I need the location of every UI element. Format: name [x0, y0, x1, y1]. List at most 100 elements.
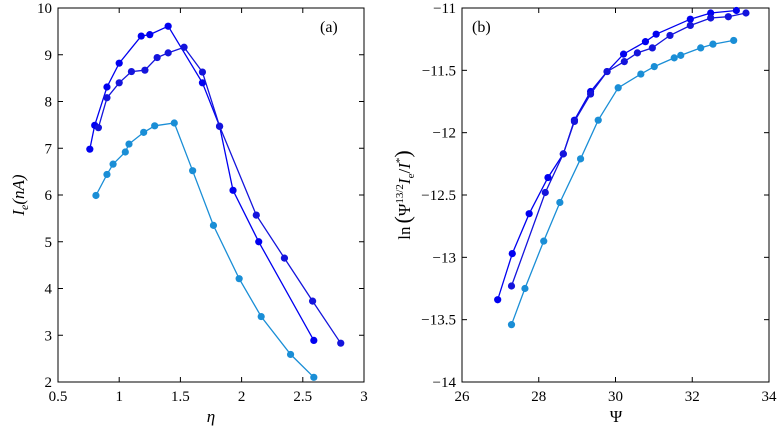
ylabel-psi: Ψ — [395, 203, 414, 216]
panel-b-series2-point — [666, 31, 674, 40]
panel-b-series2-point — [686, 21, 694, 30]
panel-a-label: (a) — [320, 19, 338, 36]
ylabel-main: I — [9, 209, 28, 217]
panel-a-ytick-label: 5 — [45, 235, 53, 251]
panel-b-label: (b) — [472, 19, 491, 36]
panel-b-series2-point — [648, 44, 656, 52]
panel-a-ytick-label: 4 — [45, 282, 53, 298]
panel-b-series2-point — [570, 117, 579, 126]
panel-b-series1-point — [508, 249, 516, 258]
panel-a-ytick-label: 7 — [45, 141, 53, 157]
panel-b-series1-point — [494, 296, 502, 304]
panel-b-series2-point — [507, 282, 516, 290]
panel-a-series2-point — [337, 339, 345, 347]
panel-a-series2-point — [94, 124, 102, 132]
panel-b-series3-point — [730, 36, 738, 45]
panel-b-series1-point — [544, 173, 552, 182]
ylabel-sub: e — [17, 204, 31, 210]
panel-a-ylabel: Ie(nA) — [9, 174, 31, 217]
panel-a-series1-line — [89, 25, 315, 341]
panel-b-series3-point — [709, 40, 717, 48]
panel-b-series2-point — [724, 13, 732, 21]
panel-a-series2-point — [215, 122, 224, 130]
panel-a-series1-point — [115, 59, 123, 67]
panel-a-series2-point — [308, 297, 317, 305]
panel-a-ytick-label: 10 — [37, 1, 52, 17]
panel-b-series2-point — [633, 49, 641, 57]
panel-a-series3-point — [109, 160, 117, 168]
panel-a-series3-point — [125, 140, 133, 148]
panel-b-series2-point — [586, 90, 595, 98]
panel-a-series3-point — [310, 373, 318, 381]
panel-b-ytick-label: −14 — [433, 375, 457, 391]
panel-a-series3-point — [257, 312, 265, 321]
panel-b-xtick-label: 32 — [685, 389, 700, 405]
panel-a-xtick-label: 3 — [360, 389, 368, 405]
panel-a-xlabel: η — [207, 407, 215, 426]
panel-b-series2-point — [603, 67, 611, 76]
panel-a-series3-point — [286, 350, 295, 359]
ylabel-slash: / — [395, 169, 414, 174]
panel-b-series2-point — [742, 9, 750, 17]
panel-a-series1-point — [255, 238, 263, 246]
panel-b-ylabel: ln(Ψ13/2Ie/I*) — [390, 150, 417, 239]
panel-a-xtick-label: 0.5 — [49, 389, 68, 405]
panel-b-ytick-label: −12 — [433, 126, 456, 142]
panel-a-series3-point — [103, 170, 111, 179]
panel-b-ytick-label: −12.5 — [421, 188, 456, 204]
panel-b-series3-point — [614, 84, 622, 92]
panel-a-series2-point — [153, 53, 161, 62]
ylabel-i2: I — [395, 162, 414, 170]
panel-a-xtick-label: 1 — [115, 389, 123, 405]
panel-a-series2-point — [127, 67, 136, 76]
panel-b-frame — [461, 7, 770, 383]
ylabel-sub-e: e — [405, 173, 417, 178]
panel-a-series3-point — [189, 167, 197, 175]
panel-a-series3-line — [95, 122, 315, 378]
panel-a-ytick-label: 3 — [45, 328, 53, 344]
panel-a-series1-point — [103, 83, 111, 91]
ylabel-ln: ln — [395, 226, 414, 240]
panel-b-series1-point — [686, 15, 694, 23]
ylabel-star: * — [394, 158, 406, 164]
panel-a-series2-point — [141, 66, 149, 74]
panel-b-series3-point — [677, 51, 685, 59]
panel-a-series3-point — [209, 221, 218, 229]
panel-a-frame — [57, 7, 365, 383]
panel-a-series2-point — [180, 43, 188, 51]
panel-b-series3-point — [507, 321, 516, 329]
panel-b-series1-line — [497, 9, 737, 300]
panel-a-series2-point — [198, 68, 207, 76]
panel-b-series3-point — [576, 155, 585, 163]
panel-a-series1-point — [164, 22, 172, 30]
panel-a-ytick-label: 2 — [45, 375, 53, 391]
panel-a-series1-point — [146, 31, 154, 39]
panel-b-ytick-label: −13 — [433, 250, 456, 266]
panel-a-series3-point — [170, 119, 178, 127]
panel-a-series3-point — [140, 128, 148, 136]
panel-b-series3-point — [670, 54, 678, 62]
panel-b-series3-point — [540, 237, 548, 245]
panel-a-series1-point — [198, 79, 207, 87]
panel-a-ytick-label: 8 — [45, 95, 53, 111]
panel-a-series2-point — [103, 94, 111, 102]
panel-b-series3-point — [697, 44, 705, 52]
panel-b-series1-point — [707, 9, 715, 17]
panel-b-series3-point — [556, 198, 564, 207]
panel-b-series3-point — [650, 62, 658, 71]
panel-a-series2-line — [97, 46, 342, 344]
ylabel-exp: 13/2 — [394, 184, 406, 204]
panel-a-series2-point — [252, 211, 260, 219]
panel-b-series1-point — [641, 38, 650, 46]
panel-b-xtick-label: 28 — [531, 389, 546, 405]
ylabel-rest: (nA) — [9, 174, 28, 205]
panel-b-ytick-label: −11.5 — [422, 63, 456, 79]
panel-b-xtick-label: 30 — [608, 389, 623, 405]
panel-a-series3-point — [235, 275, 243, 283]
panel-b-series3-point — [521, 284, 529, 293]
panel-a-series3-point — [121, 148, 129, 156]
panel-b-series1-point — [619, 50, 628, 58]
panel-a-series2-point — [280, 254, 289, 262]
panel-b-ytick-label: −11 — [433, 1, 456, 17]
panel-b-series3-point — [637, 70, 645, 78]
